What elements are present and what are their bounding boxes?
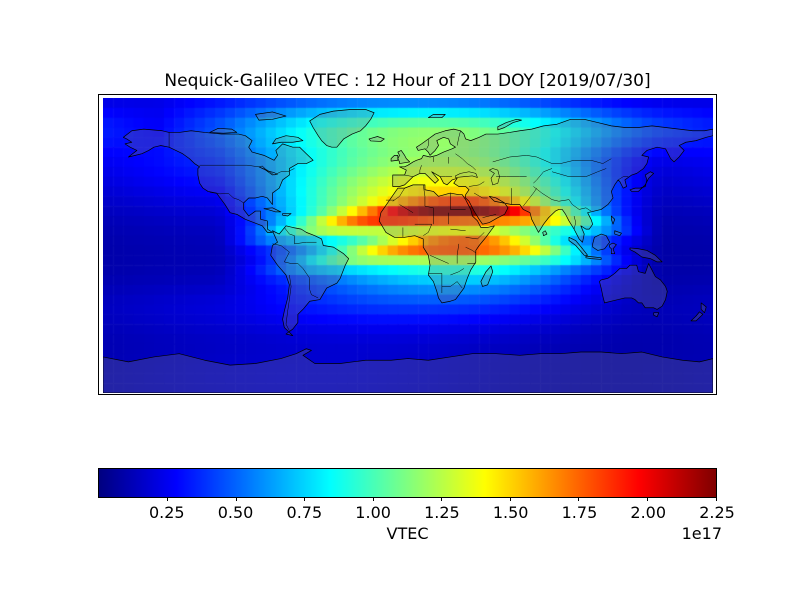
colorbar-tick-label: 0.25 <box>148 503 185 522</box>
colorbar-tick-label: 1.75 <box>561 503 598 522</box>
colorbar-tick-label: 2.25 <box>699 503 735 522</box>
colorbar-tick-label: 1.50 <box>492 503 529 522</box>
country-borders <box>169 131 628 331</box>
colorbar-axis-label: VTEC <box>386 524 429 543</box>
colorbar-tick <box>304 497 306 501</box>
world-map-overlay <box>103 98 713 393</box>
colorbar-tick-label: 1.00 <box>355 503 391 522</box>
colorbar-tick-label: 2.00 <box>630 503 667 522</box>
colorbar-tick <box>509 497 511 501</box>
colorbar-tick-label: 0.50 <box>217 503 254 522</box>
colorbar-tick <box>646 497 648 501</box>
vtec-heatmap-canvas <box>103 98 713 393</box>
map-axes <box>98 94 717 395</box>
continent-land-shapes <box>103 109 713 393</box>
colorbar-gradient <box>98 468 717 501</box>
colorbar-tick <box>441 497 443 501</box>
colorbar-offset-label: 1e17 <box>681 524 722 543</box>
colorbar-tick-label: 0.75 <box>286 503 323 522</box>
lake-outlines <box>259 166 500 185</box>
colorbar-tick <box>372 497 374 501</box>
colorbar-tick <box>578 497 580 501</box>
colorbar-tick-labels: 0.25 0.50 0.75 1.00 1.25 1.50 1.75 2.00 2.25 <box>98 503 735 523</box>
colorbar-tick <box>235 497 237 501</box>
colorbar-tick-label: 1.25 <box>424 503 460 522</box>
colorbar-tick <box>167 497 169 501</box>
colorbar-tick <box>715 497 717 501</box>
plot-title: Nequick-Galileo VTEC : 12 Hour of 211 DO… <box>164 71 651 91</box>
